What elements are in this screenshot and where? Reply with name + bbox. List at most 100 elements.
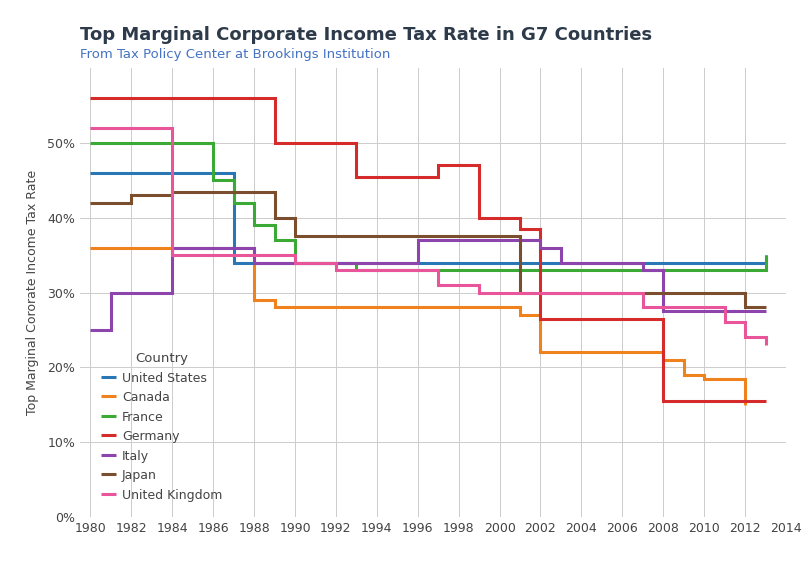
- United Kingdom: [433, 282, 443, 289]
- Japan: [719, 289, 729, 296]
- Japan: [515, 289, 525, 296]
- Italy: [658, 267, 668, 274]
- Italy: [229, 244, 238, 251]
- Germany: [515, 214, 525, 221]
- United States: [229, 169, 238, 176]
- France: [740, 267, 750, 274]
- France: [351, 267, 361, 274]
- Canada: [269, 304, 279, 311]
- Germany: [495, 214, 504, 221]
- United Kingdom: [147, 124, 156, 131]
- Japan: [168, 188, 177, 195]
- Germany: [331, 140, 341, 147]
- United Kingdom: [168, 124, 177, 131]
- Japan: [515, 233, 525, 240]
- Germany: [760, 398, 770, 404]
- United Kingdom: [290, 252, 300, 258]
- France: [229, 199, 238, 206]
- Italy: [638, 259, 647, 266]
- United States: [760, 259, 770, 266]
- Italy: [249, 259, 259, 266]
- Line: Japan: Japan: [91, 191, 765, 307]
- Germany: [638, 315, 647, 322]
- Japan: [740, 304, 750, 311]
- Germany: [229, 95, 238, 102]
- United Kingdom: [760, 341, 770, 348]
- United Kingdom: [760, 334, 770, 341]
- Japan: [495, 233, 504, 240]
- Italy: [536, 244, 545, 251]
- Germany: [658, 315, 668, 322]
- France: [740, 267, 750, 274]
- Canada: [699, 375, 709, 382]
- Canada: [269, 296, 279, 303]
- Italy: [413, 237, 423, 244]
- Italy: [536, 237, 545, 244]
- France: [351, 259, 361, 266]
- Text: From Tax Policy Center at Brookings Institution: From Tax Policy Center at Brookings Inst…: [80, 48, 391, 61]
- United Kingdom: [310, 259, 320, 266]
- Canada: [699, 371, 709, 378]
- Canada: [495, 304, 504, 311]
- France: [188, 140, 197, 147]
- United States: [86, 169, 95, 176]
- France: [188, 140, 197, 147]
- Germany: [536, 225, 545, 232]
- Italy: [86, 327, 95, 333]
- Canada: [515, 304, 525, 311]
- Japan: [127, 192, 136, 199]
- United Kingdom: [433, 267, 443, 274]
- Italy: [638, 267, 647, 274]
- Line: Canada: Canada: [91, 248, 745, 404]
- Japan: [495, 233, 504, 240]
- Germany: [413, 173, 423, 180]
- Japan: [249, 188, 259, 195]
- Germany: [658, 398, 668, 404]
- Germany: [269, 140, 279, 147]
- Germany: [351, 173, 361, 180]
- Germany: [413, 173, 423, 180]
- Y-axis label: Top Marginal Cororate Income Tax Rate: Top Marginal Cororate Income Tax Rate: [26, 170, 39, 415]
- France: [249, 199, 259, 206]
- Italy: [392, 259, 402, 266]
- Japan: [269, 188, 279, 195]
- United Kingdom: [290, 259, 300, 266]
- Canada: [515, 311, 525, 318]
- United Kingdom: [699, 304, 709, 311]
- Italy: [249, 244, 259, 251]
- Germany: [474, 214, 484, 221]
- United Kingdom: [413, 267, 423, 274]
- Germany: [454, 162, 464, 169]
- United Kingdom: [740, 334, 750, 341]
- Japan: [249, 188, 259, 195]
- Italy: [515, 237, 525, 244]
- United Kingdom: [618, 289, 627, 296]
- Line: Italy: Italy: [91, 240, 765, 330]
- United States: [760, 252, 770, 258]
- Germany: [331, 140, 341, 147]
- Germany: [454, 162, 464, 169]
- France: [249, 222, 259, 228]
- United Kingdom: [719, 319, 729, 326]
- United Kingdom: [454, 282, 464, 289]
- Italy: [760, 308, 770, 315]
- Canada: [658, 349, 668, 356]
- France: [209, 177, 218, 183]
- United Kingdom: [269, 252, 279, 258]
- Japan: [86, 199, 95, 206]
- Canada: [740, 375, 750, 382]
- Germany: [638, 315, 647, 322]
- Germany: [269, 95, 279, 102]
- Italy: [413, 259, 423, 266]
- France: [269, 222, 279, 228]
- United Kingdom: [474, 282, 484, 289]
- Canada: [249, 296, 259, 303]
- United Kingdom: [638, 304, 647, 311]
- Canada: [638, 349, 647, 356]
- France: [760, 252, 770, 258]
- Canada: [678, 371, 688, 378]
- United Kingdom: [331, 259, 341, 266]
- United Kingdom: [719, 304, 729, 311]
- Japan: [168, 192, 177, 199]
- Germany: [495, 214, 504, 221]
